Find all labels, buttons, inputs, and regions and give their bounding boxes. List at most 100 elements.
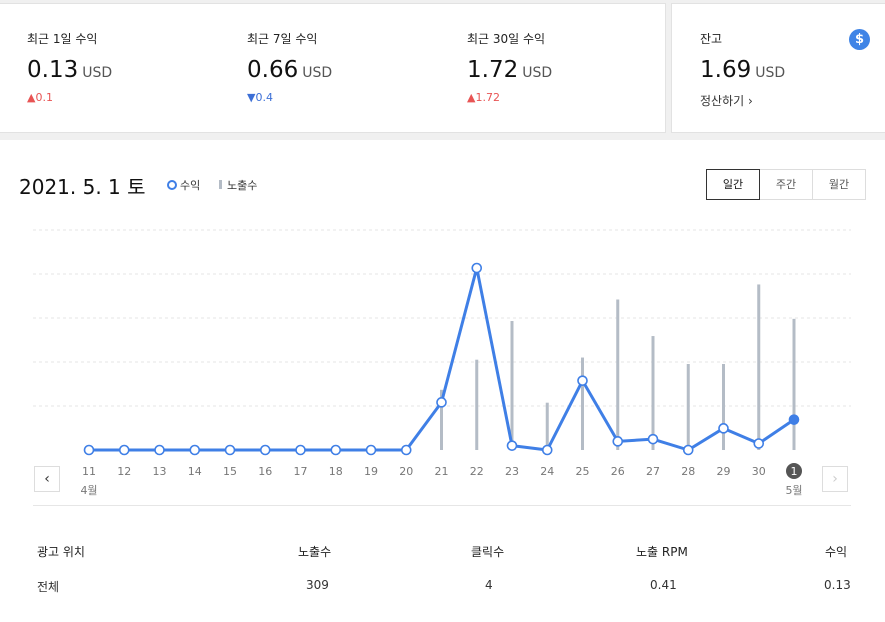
revenue-point: [259, 444, 271, 456]
balance-label: 잔고: [700, 32, 723, 46]
x-tick-label: 19: [364, 465, 378, 478]
impressions-bar: [651, 336, 655, 450]
x-tick-label: 21: [435, 465, 449, 478]
revenue-point: [753, 438, 765, 449]
balance-unit: USD: [755, 65, 786, 81]
balance-stat: 잔고 1.69 USD: [700, 30, 785, 83]
stat-change: ▲1.72: [467, 91, 500, 104]
tab-weekly[interactable]: 주간: [759, 169, 813, 200]
stat-value: 0.13: [27, 57, 79, 83]
revenue-point: [647, 433, 659, 445]
table-header-placement: 광고 위치: [37, 545, 85, 559]
stat-change: ▲0.1: [27, 91, 53, 104]
period-tabs: 일간 주간 월간: [706, 169, 866, 200]
stat-label: 최근 30일 수익: [467, 32, 546, 46]
revenue-point: [506, 440, 518, 451]
tab-monthly[interactable]: 월간: [812, 169, 866, 200]
up-arrow-icon: ▲: [27, 91, 36, 104]
x-tick-label: 26: [611, 465, 625, 478]
up-arrow-icon: ▲: [467, 91, 476, 104]
impressions-bar: [475, 359, 479, 450]
table-header-revenue: 수익: [825, 545, 848, 559]
table-cell-revenue: 0.13: [824, 578, 851, 592]
impressions-bar: [792, 318, 796, 450]
x-tick-label: 29: [717, 465, 731, 478]
revenue-point: [718, 423, 729, 434]
revenue-point: [330, 444, 342, 456]
stat-30day: 최근 30일 수익 1.72 USD ▲1.72: [467, 30, 552, 104]
stat-1day: 최근 1일 수익 0.13 USD ▲0.1: [27, 30, 112, 104]
revenue-point: [118, 444, 130, 456]
chevron-right-icon: ›: [832, 471, 838, 487]
down-arrow-icon: ▼: [247, 91, 256, 104]
x-tick-label: 24: [540, 465, 554, 478]
revenue-point: [471, 262, 483, 274]
x-tick-label: 16: [258, 465, 272, 478]
x-tick-label: 27: [646, 465, 660, 478]
x-tick-label: 30: [752, 465, 766, 478]
x-tick-label: 25: [576, 465, 590, 478]
revenue-point: [541, 444, 553, 456]
month-label: 4월: [80, 484, 97, 497]
table-header-clicks: 클릭수: [471, 545, 505, 559]
table-cell-impressions: 309: [306, 578, 329, 592]
revenue-chart-panel: 2021. 5. 1 토 수익 노출수 일간 주간 월간 11 12 13 14 15 1…: [0, 140, 885, 622]
next-button[interactable]: ›: [822, 466, 848, 492]
revenue-point: [400, 444, 412, 456]
revenue-point: [295, 444, 306, 456]
revenue-point: [682, 444, 694, 456]
revenue-point: [788, 414, 800, 425]
table-header-rpm: 노출 RPM: [636, 545, 688, 559]
settle-link[interactable]: 정산하기 ›: [700, 94, 753, 108]
revenue-point: [612, 436, 624, 447]
balance-value: 1.69: [700, 57, 752, 83]
table-cell-placement: 전체: [37, 580, 60, 594]
stat-unit: USD: [302, 65, 333, 81]
legend-impressions[interactable]: 노출수: [219, 177, 257, 193]
stat-7day: 최근 7일 수익 0.66 USD ▼0.4: [247, 30, 332, 104]
stat-unit: USD: [82, 65, 113, 81]
x-tick-label: 1: [791, 465, 798, 478]
prev-button[interactable]: ‹: [34, 466, 60, 492]
chevron-left-icon: ‹: [44, 471, 50, 487]
dollar-icon[interactable]: $: [849, 29, 870, 50]
stat-unit: USD: [522, 65, 553, 81]
divider: [33, 505, 851, 506]
x-tick-label: 28: [681, 465, 695, 478]
x-tick-label: 12: [117, 465, 131, 478]
bar-icon: [219, 180, 222, 189]
month-label: 5월: [785, 484, 802, 497]
x-tick-label: 17: [294, 465, 308, 478]
impressions-bar: [545, 402, 549, 450]
x-tick-label: 18: [329, 465, 343, 478]
revenue-point: [83, 444, 95, 456]
x-tick-label: 13: [153, 465, 167, 478]
selected-date: 2021. 5. 1 토: [19, 175, 146, 199]
impressions-bar: [440, 389, 443, 450]
stat-value: 0.66: [247, 57, 299, 83]
legend-revenue[interactable]: 수익: [167, 177, 200, 193]
impressions-bar: [581, 357, 584, 450]
revenue-point: [189, 444, 201, 456]
x-tick-label: 15: [223, 465, 237, 478]
revenue-point: [577, 375, 588, 386]
table-cell-clicks: 4: [485, 578, 493, 592]
revenue-chart: 11 12 13 14 15 16 17 18 19 20 21 22 23 24 25 26 27 28 29 30…: [33, 229, 851, 497]
table-cell-rpm: 0.41: [650, 578, 677, 592]
tab-daily[interactable]: 일간: [706, 169, 760, 200]
balance-card: 잔고 1.69 USD $ 정산하기 ›: [671, 3, 885, 133]
revenue-point: [365, 444, 377, 456]
x-tick-label: 14: [188, 465, 202, 478]
summary-card: 최근 1일 수익 0.13 USD ▲0.1 최근 7일 수익 0.66 USD ▼…: [0, 3, 666, 133]
stat-value: 1.72: [467, 57, 519, 83]
x-tick-label: 22: [470, 465, 484, 478]
stat-label: 최근 1일 수익: [27, 32, 98, 46]
revenue-point: [224, 444, 236, 456]
circle-icon: [167, 180, 177, 190]
stat-change: ▼0.4: [247, 91, 273, 104]
revenue-point: [436, 397, 447, 408]
x-tick-label: 11: [82, 465, 96, 478]
impressions-bar: [686, 364, 690, 450]
impressions-bar: [510, 321, 514, 450]
impressions-bar: [722, 364, 725, 450]
